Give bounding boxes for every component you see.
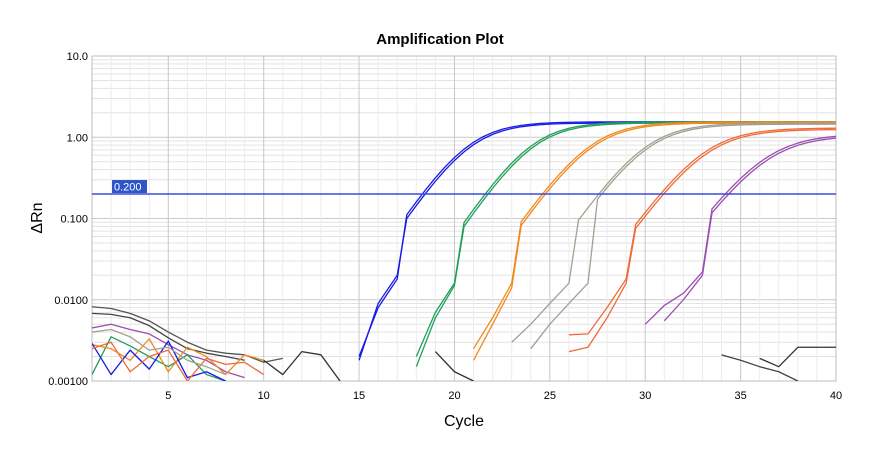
- x-tick-label: 40: [830, 390, 842, 402]
- threshold-label: 0.200: [114, 182, 142, 194]
- baseline-noise-line: [92, 340, 226, 381]
- amplification-curve: [663, 137, 836, 322]
- x-tick-label: 20: [448, 390, 460, 402]
- y-tick-label: 0.00100: [48, 376, 88, 388]
- amplification-curve: [644, 135, 836, 325]
- x-tick-label: 35: [734, 390, 746, 402]
- y-axis-ticks: 0.00100 0.0100 0.100 1.00 10.0: [48, 51, 88, 388]
- x-tick-label: 5: [165, 390, 171, 402]
- amplification-curve: [472, 121, 836, 350]
- x-tick-label: 10: [258, 390, 270, 402]
- baseline-noise-line: [92, 312, 245, 361]
- threshold-label-box[interactable]: [112, 180, 147, 194]
- amplification-curve: [530, 123, 836, 350]
- y-tick-label: 0.0100: [54, 295, 88, 307]
- baseline-noise-line: [434, 351, 474, 381]
- baseline-noise-line: [759, 346, 836, 368]
- baseline-noise-line: [92, 328, 226, 376]
- y-tick-label: 1.00: [67, 132, 88, 144]
- plot-area: [91, 55, 837, 382]
- baseline-noise-line: [263, 350, 341, 381]
- y-tick-label: 0.100: [60, 214, 88, 226]
- amplification-curve: [568, 127, 836, 336]
- chart-title: Amplification Plot: [376, 31, 504, 48]
- series-layer: [92, 121, 836, 381]
- grid-lines: [92, 56, 836, 382]
- y-axis-label: ΔRn: [29, 202, 46, 233]
- x-tick-label: 30: [639, 390, 651, 402]
- x-axis-ticks: 5 10 15 20 25 30 35 40: [165, 390, 842, 402]
- baseline-noise-line: [92, 341, 265, 381]
- x-axis-label: Cycle: [444, 413, 484, 430]
- amplification-curve: [511, 122, 836, 343]
- amplification-curve: [568, 128, 836, 353]
- x-tick-label: 15: [353, 390, 365, 402]
- y-tick-label: 10.0: [67, 51, 88, 63]
- baseline-noise-line: [92, 336, 226, 381]
- x-tick-label: 25: [544, 390, 556, 402]
- threshold-layer: 0.200: [92, 180, 836, 195]
- baseline-noise-line: [721, 354, 799, 381]
